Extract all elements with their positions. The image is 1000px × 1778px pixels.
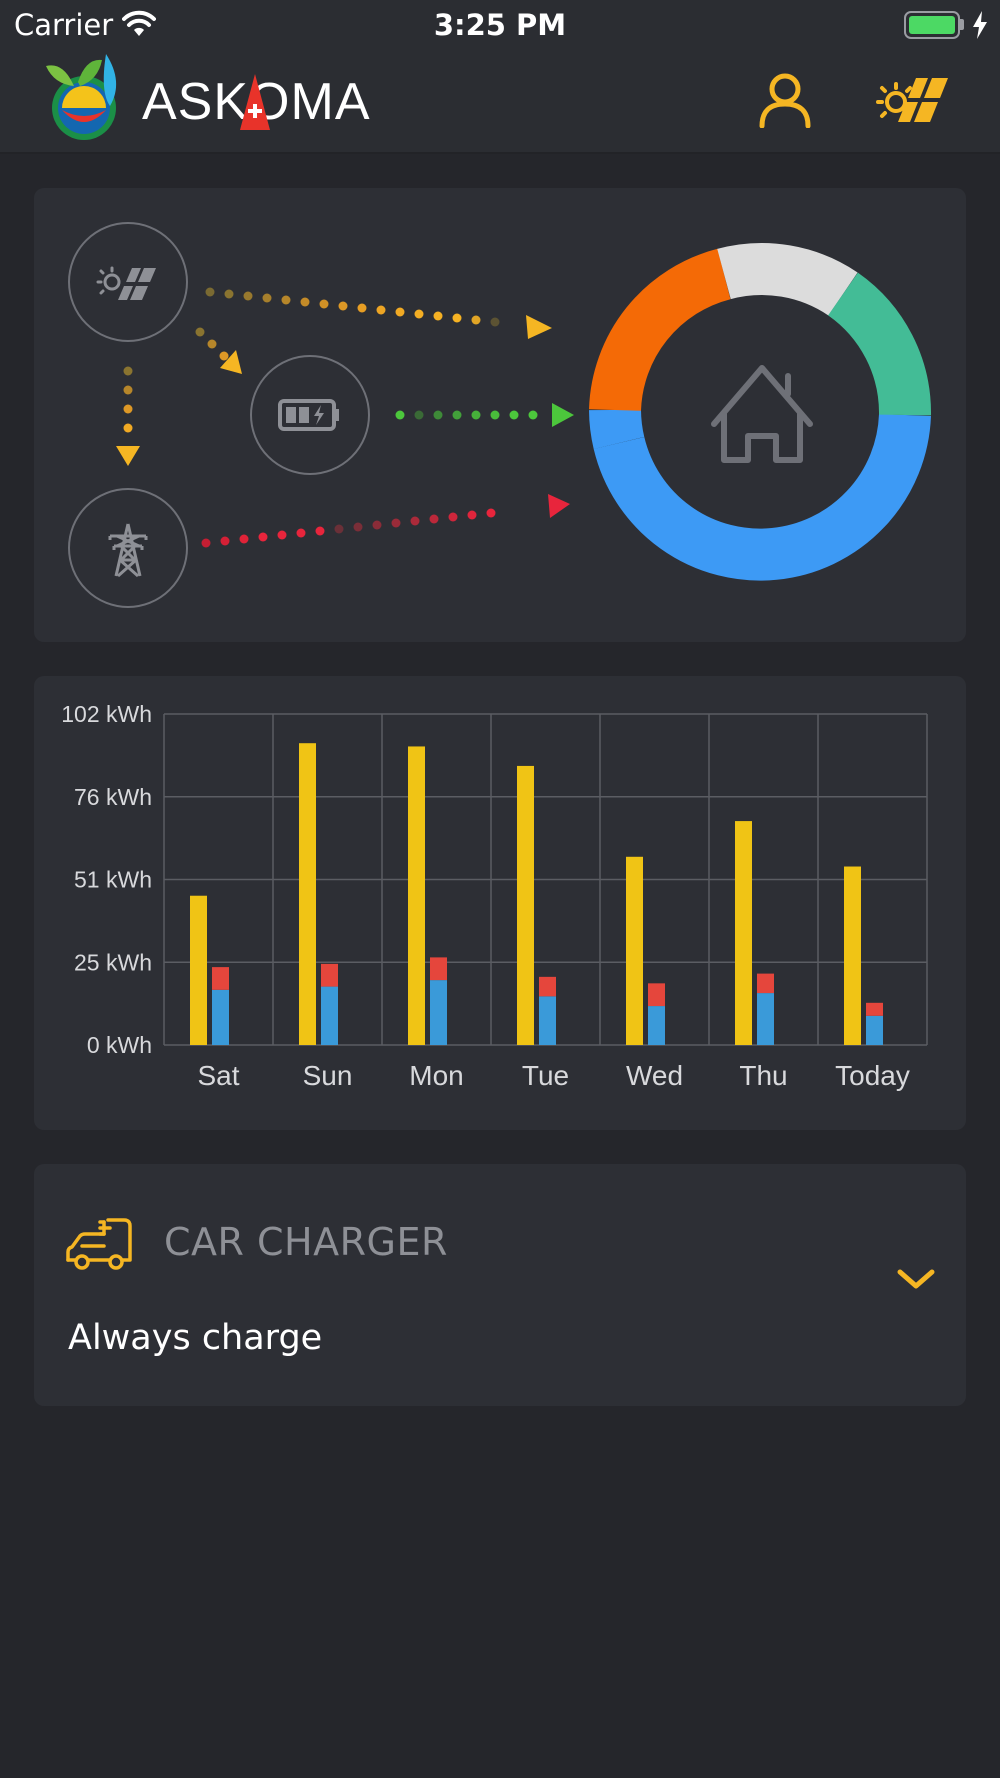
carrier-label: Carrier xyxy=(14,8,114,42)
bar-tue-red xyxy=(539,976,556,997)
y-tick-label: 102 kWh xyxy=(61,701,152,727)
y-tick-label: 76 kWh xyxy=(74,784,152,810)
bar-mon-blue xyxy=(430,980,447,1045)
grid-to-house-arrow xyxy=(201,494,570,548)
bar-mon-red xyxy=(430,957,447,981)
car-charger-icon xyxy=(66,1218,132,1270)
chevron-down-icon[interactable] xyxy=(896,1264,936,1294)
car-charger-card[interactable]: CAR CHARGER Always charge xyxy=(34,1164,966,1406)
solar-panel-icon[interactable] xyxy=(876,72,952,128)
x-tick-label: Sat xyxy=(197,1060,239,1091)
x-tick-label: Mon xyxy=(409,1060,463,1091)
bar-tue-blue xyxy=(539,996,556,1045)
y-tick-label: 0 kWh xyxy=(87,1032,152,1058)
wifi-icon xyxy=(122,10,156,36)
solar-to-house-arrow xyxy=(205,287,552,339)
bar-today-red xyxy=(866,1002,883,1016)
bar-thu-red xyxy=(757,973,774,994)
status-bar: Carrier 3:25 PM xyxy=(0,0,1000,50)
app-header: ASKOMA xyxy=(0,50,1000,154)
donut-segment-orange xyxy=(589,248,732,412)
battery-icon xyxy=(278,399,339,431)
bar-tue-yellow xyxy=(517,765,534,1045)
donut-segment-grid xyxy=(593,413,931,581)
solar-to-grid-arrow xyxy=(116,366,140,466)
battery-icon xyxy=(904,11,960,39)
bar-today-yellow xyxy=(844,866,861,1045)
donut-segment-blue-left xyxy=(589,409,645,450)
bar-sat-red xyxy=(212,967,229,990)
x-tick-label: Thu xyxy=(739,1060,787,1091)
bar-sat-blue xyxy=(212,989,229,1045)
brand-drop-icon xyxy=(240,74,270,130)
car-charger-mode[interactable]: Always charge xyxy=(68,1318,323,1358)
x-tick-label: Wed xyxy=(626,1060,683,1091)
x-tick-label: Today xyxy=(835,1060,910,1091)
bar-sat-yellow xyxy=(190,895,207,1045)
askoma-logo xyxy=(46,54,117,140)
y-tick-label: 25 kWh xyxy=(74,949,152,975)
bar-wed-blue xyxy=(648,1006,665,1045)
donut-segment-white xyxy=(717,243,858,316)
energy-flow-card xyxy=(34,188,966,642)
bar-mon-yellow xyxy=(408,746,425,1045)
user-icon[interactable] xyxy=(758,72,812,128)
energy-donut xyxy=(589,243,931,581)
energy-flow-diagram xyxy=(116,243,931,581)
bar-today-blue xyxy=(866,1015,883,1045)
bar-thu-yellow xyxy=(735,821,752,1045)
x-tick-label: Sun xyxy=(303,1060,353,1091)
bar-thu-blue xyxy=(757,993,774,1045)
house-icon xyxy=(711,365,813,463)
donut-segment-green xyxy=(827,272,931,416)
bar-sun-yellow xyxy=(299,743,316,1045)
bar-sun-blue xyxy=(321,986,338,1045)
energy-chart-card: 0 kWh 25 kWh 51 kWh 76 kWh 102 kWh Sat Sun Mon T… xyxy=(34,676,966,1130)
bar-wed-red xyxy=(648,983,665,1007)
x-tick-label: Tue xyxy=(522,1060,569,1091)
battery-to-house-arrow xyxy=(395,403,574,427)
battery-node[interactable] xyxy=(250,355,370,475)
power-grid-icon xyxy=(108,523,148,578)
charging-bolt-icon xyxy=(973,11,987,39)
solar-to-battery-arrow xyxy=(195,327,242,374)
y-tick-label: 51 kWh xyxy=(74,867,152,893)
solar-panel-icon xyxy=(96,266,156,300)
solar-node[interactable] xyxy=(68,222,188,342)
bar-wed-yellow xyxy=(626,856,643,1045)
status-time: 3:25 PM xyxy=(433,8,567,42)
battery-tip xyxy=(960,19,964,30)
car-charger-title: CAR CHARGER xyxy=(164,1220,448,1264)
bar-sun-red xyxy=(321,963,338,987)
grid-node[interactable] xyxy=(68,488,188,608)
energy-bar-chart: 0 kWh 25 kWh 51 kWh 76 kWh 102 kWh Sat Sun Mon T… xyxy=(61,701,928,1091)
